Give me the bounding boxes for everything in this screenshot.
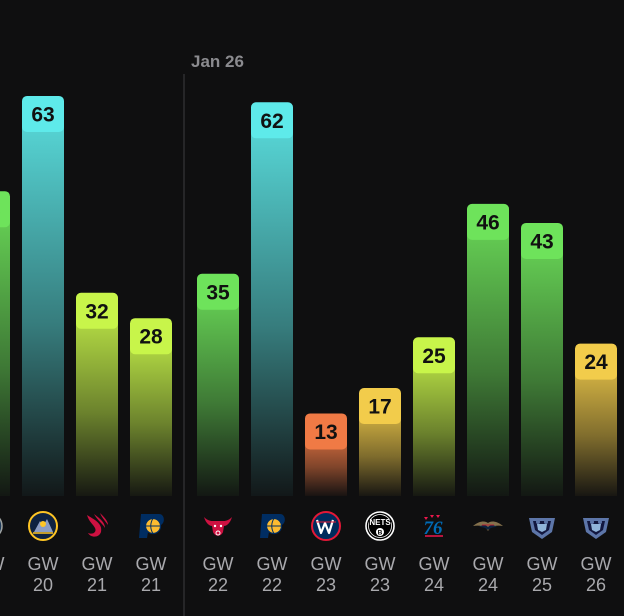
svg-text:NETS: NETS — [369, 518, 391, 527]
x-tick-gw-label: GW — [581, 554, 612, 574]
bar-value-badge — [521, 222, 563, 259]
team-icons-group: NETS B 76 — [0, 511, 609, 541]
bar-4[interactable]: 28 — [130, 318, 172, 496]
bar-body — [197, 291, 239, 496]
bar-10[interactable]: 46 — [467, 203, 509, 496]
bar-value-label: 32 — [85, 300, 108, 323]
x-tick-number-label: 26 — [586, 575, 606, 595]
bar-value-label: 17 — [368, 396, 391, 419]
bar-value-label: 62 — [260, 110, 283, 133]
x-tick-number-label: 20 — [33, 575, 53, 595]
bars-group: 48 63 32 28 35 62 13 17 25 46 43 24 — [0, 95, 617, 497]
bar-9[interactable]: 25 — [413, 337, 455, 496]
bar-value-badge — [22, 95, 64, 132]
x-tick-number-label: 21 — [141, 575, 161, 595]
bar-value-label: 25 — [422, 345, 446, 368]
svg-text:B: B — [378, 530, 383, 537]
bar-value-label: 35 — [206, 281, 230, 304]
x-tick-number-label: 22 — [262, 575, 282, 595]
bar-body — [575, 361, 617, 496]
bar-6[interactable]: 62 — [251, 102, 293, 497]
bar-8[interactable]: 17 — [359, 388, 401, 496]
bar-value-label: 63 — [31, 103, 54, 126]
bulls-logo-icon — [204, 517, 232, 536]
bar-value-badge — [305, 413, 347, 450]
x-tick-gw-label: GW — [203, 554, 234, 574]
x-tick-labels-group: GW19GW20GW21GW21GW22GW22GW23GW23GW24GW24… — [0, 554, 612, 595]
x-tick-gw-label: GW — [419, 554, 450, 574]
x-tick-gw-label: GW — [0, 554, 5, 574]
bar-body — [76, 310, 118, 496]
nets-logo-icon: NETS B — [365, 511, 395, 541]
bar-11[interactable]: 43 — [521, 222, 563, 496]
bar-value-label: 48 — [0, 199, 1, 222]
bar-value-label: 24 — [584, 351, 608, 374]
bar-value-label: 13 — [314, 421, 337, 444]
bar-value-badge — [76, 292, 118, 329]
bar-7[interactable]: 13 — [305, 413, 347, 496]
grizzlies-logo-icon — [529, 518, 555, 539]
bar-body — [521, 240, 563, 496]
bar-value-badge — [359, 388, 401, 425]
x-tick-gw-label: GW — [473, 554, 504, 574]
bar-value-badge — [467, 203, 509, 240]
bar-1[interactable]: 48 — [0, 191, 10, 496]
sixers-logo-icon: 76 — [424, 515, 444, 539]
bar-body — [467, 221, 509, 496]
x-tick-gw-label: GW — [365, 554, 396, 574]
grizzlies-logo-icon — [583, 518, 609, 539]
bar-5[interactable]: 35 — [197, 273, 239, 496]
bar-value-label: 28 — [139, 326, 163, 349]
bar-body — [22, 113, 64, 496]
bar-value-label: 46 — [476, 211, 499, 234]
bar-body — [130, 336, 172, 496]
x-tick-number-label: 24 — [424, 575, 444, 595]
pacers-logo-icon — [260, 514, 285, 538]
x-tick-number-label: 24 — [478, 575, 498, 595]
x-tick-gw-label: GW — [311, 554, 342, 574]
nuggets-logo-icon — [28, 511, 58, 541]
x-tick-gw-label: GW — [82, 554, 113, 574]
x-tick-number-label: 21 — [87, 575, 107, 595]
x-tick-gw-label: GW — [257, 554, 288, 574]
bar-2[interactable]: 63 — [22, 95, 64, 496]
pelicans-logo-icon — [473, 521, 503, 531]
bar-value-badge — [413, 337, 455, 374]
timberwolves-logo-icon — [0, 517, 3, 535]
wizards-logo-icon — [311, 511, 341, 541]
bar-body — [251, 120, 293, 497]
bar-value-label: 43 — [530, 230, 553, 253]
date-divider: Jan 26 — [183, 52, 244, 616]
x-tick-number-label: 23 — [370, 575, 390, 595]
bar-12[interactable]: 24 — [575, 343, 617, 496]
bar-body — [0, 209, 10, 496]
x-tick-gw-label: GW — [136, 554, 167, 574]
bar-body — [413, 355, 455, 496]
bar-value-badge — [251, 102, 293, 139]
x-tick-number-label: 23 — [316, 575, 336, 595]
bar-value-badge — [197, 273, 239, 310]
x-tick-gw-label: GW — [527, 554, 558, 574]
pacers-logo-icon — [139, 514, 164, 538]
bar-value-badge — [0, 191, 10, 228]
bar-value-badge — [130, 318, 172, 355]
x-tick-number-label: 22 — [208, 575, 228, 595]
bar-3[interactable]: 32 — [76, 292, 118, 496]
raptors-logo-icon — [87, 513, 108, 537]
svg-text:76: 76 — [424, 518, 444, 539]
x-tick-number-label: 25 — [532, 575, 552, 595]
x-tick-gw-label: GW — [28, 554, 59, 574]
bar-value-badge — [575, 343, 617, 380]
date-divider-label: Jan 26 — [191, 52, 244, 71]
